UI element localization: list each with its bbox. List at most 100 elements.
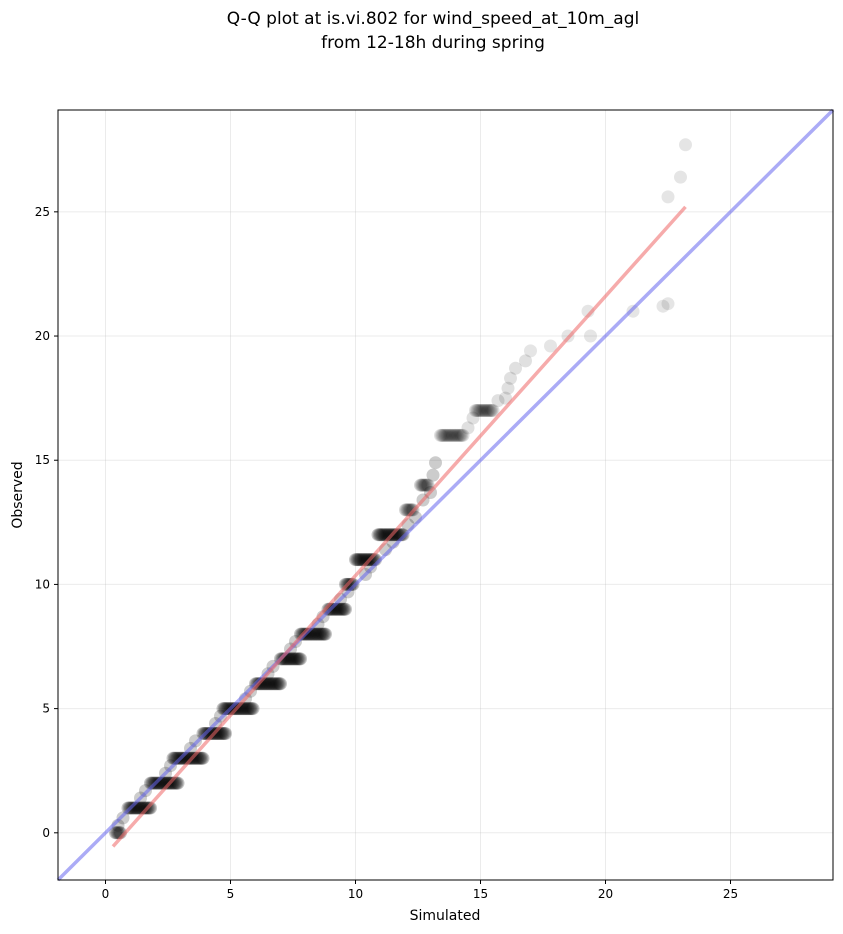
qq-point bbox=[417, 478, 431, 492]
qq-point bbox=[475, 404, 489, 417]
qq-point bbox=[404, 503, 417, 517]
qq-point bbox=[312, 627, 326, 641]
qq-point bbox=[504, 371, 517, 385]
y-tick-label: 20 bbox=[35, 329, 50, 343]
qq-point bbox=[437, 428, 451, 442]
qq-point bbox=[444, 428, 457, 442]
qq-point bbox=[270, 677, 284, 691]
qq-point bbox=[382, 528, 396, 542]
qq-point bbox=[416, 478, 430, 492]
qq-point bbox=[271, 677, 285, 691]
qq-point bbox=[245, 702, 259, 716]
qq-point bbox=[337, 602, 351, 616]
qq-point bbox=[160, 776, 174, 790]
fit-line bbox=[111, 205, 687, 848]
qq-point bbox=[372, 528, 386, 542]
qq-point bbox=[354, 553, 367, 567]
qq-point bbox=[415, 478, 429, 492]
qq-point bbox=[626, 304, 640, 318]
qq-point bbox=[194, 751, 207, 765]
qq-point bbox=[352, 553, 366, 567]
qq-point bbox=[317, 627, 331, 641]
qq-point bbox=[219, 727, 232, 740]
qq-point bbox=[445, 428, 459, 442]
x-axis-label: Simulated bbox=[410, 908, 481, 924]
qq-point bbox=[469, 404, 482, 417]
qq-point bbox=[396, 528, 410, 542]
qq-point bbox=[311, 627, 325, 641]
qq-point bbox=[144, 801, 157, 815]
qq-point bbox=[442, 428, 456, 442]
qq-point bbox=[195, 751, 209, 765]
x-tick-label: 20 bbox=[598, 887, 613, 901]
qq-point bbox=[339, 602, 352, 616]
qq-point bbox=[674, 170, 687, 184]
qq-point bbox=[434, 428, 447, 442]
qq-point bbox=[336, 602, 350, 616]
qq-point bbox=[480, 404, 494, 417]
qq-point bbox=[327, 602, 341, 616]
qq-point bbox=[152, 776, 166, 790]
qq-point bbox=[419, 478, 432, 492]
qq-point bbox=[244, 702, 257, 716]
qq-point bbox=[524, 344, 537, 358]
qq-point bbox=[399, 503, 412, 517]
qq-point bbox=[289, 652, 302, 666]
qq-point bbox=[470, 404, 484, 417]
qq-point bbox=[137, 801, 151, 815]
qq-point bbox=[216, 727, 230, 740]
qq-point bbox=[285, 652, 299, 666]
qq-point bbox=[455, 428, 469, 442]
qq-point bbox=[499, 391, 512, 405]
axis-ticks: 0 5 10 15 20 25 0 5 10 15 20 25 bbox=[35, 205, 738, 901]
qq-point bbox=[196, 751, 210, 765]
qq-point bbox=[584, 329, 597, 343]
qq-point bbox=[501, 381, 515, 395]
qq-point bbox=[335, 602, 349, 616]
reference-lines bbox=[56, 108, 835, 882]
qq-point bbox=[544, 339, 557, 353]
chart-title-line-2: from 12-18h during spring bbox=[321, 33, 545, 53]
qq-point bbox=[269, 677, 282, 691]
qq-point bbox=[126, 801, 140, 815]
qq-point bbox=[127, 801, 141, 815]
qq-point bbox=[242, 702, 256, 716]
qq-point bbox=[479, 404, 492, 417]
qq-point bbox=[290, 652, 304, 666]
qq-point bbox=[287, 652, 301, 666]
qq-point bbox=[661, 190, 675, 204]
qq-point bbox=[477, 404, 491, 417]
qq-point bbox=[441, 428, 455, 442]
qq-point bbox=[461, 421, 475, 435]
qq-point bbox=[315, 627, 329, 641]
qq-point bbox=[491, 394, 505, 408]
y-tick-label: 5 bbox=[42, 702, 50, 716]
qq-point bbox=[350, 553, 364, 567]
qq-point bbox=[426, 468, 440, 482]
qq-point bbox=[291, 652, 305, 666]
qq-point bbox=[146, 776, 160, 790]
qq-point bbox=[264, 677, 277, 691]
qq-point bbox=[314, 627, 327, 641]
qq-point bbox=[395, 528, 409, 542]
qq-point bbox=[286, 652, 300, 666]
qq-point bbox=[451, 428, 465, 442]
qq-point bbox=[484, 404, 497, 417]
qq-point bbox=[265, 677, 279, 691]
qq-point bbox=[261, 677, 275, 691]
y-tick-label: 25 bbox=[35, 205, 50, 219]
qq-point bbox=[262, 677, 276, 691]
qq-point bbox=[239, 702, 252, 716]
y-tick-label: 0 bbox=[42, 826, 50, 840]
qq-point bbox=[420, 478, 434, 492]
qq-point bbox=[452, 428, 466, 442]
x-tick-label: 5 bbox=[227, 887, 235, 901]
qq-point bbox=[376, 528, 390, 542]
qq-point bbox=[375, 528, 389, 542]
chart-title-line-1: Q-Q plot at is.vi.802 for wind_speed_at_… bbox=[227, 9, 639, 29]
qq-point bbox=[170, 751, 184, 765]
qq-point bbox=[371, 528, 385, 542]
identity-line bbox=[56, 108, 835, 882]
qq-point bbox=[164, 759, 177, 773]
